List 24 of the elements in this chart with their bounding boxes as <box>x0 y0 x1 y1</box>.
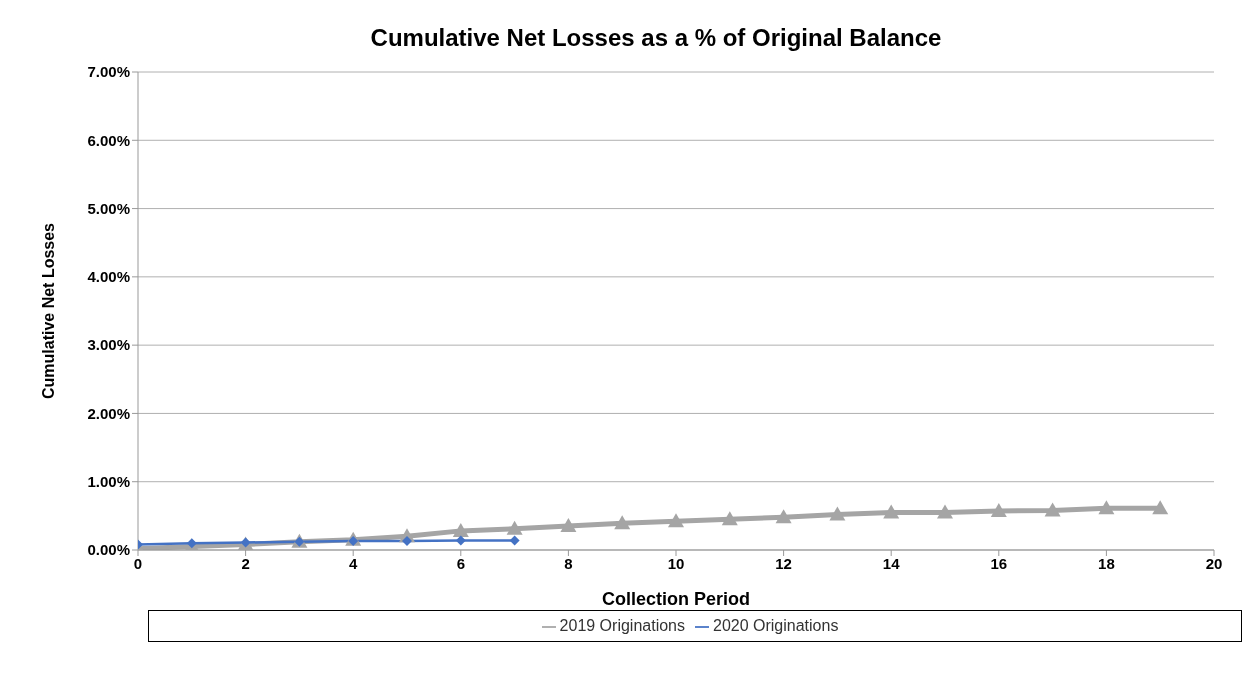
x-axis-title: Collection Period <box>601 589 751 609</box>
x-tick-label: 14 <box>882 554 901 572</box>
x-tick-label: 18 <box>1098 554 1115 572</box>
y-tick-label: 4.00% <box>87 268 130 286</box>
x-tick-label: 6 <box>456 554 465 572</box>
y-axis-title: Cumulative Net Losses <box>39 222 57 400</box>
x-tick-label: 0 <box>133 554 143 572</box>
x-tick-label: 10 <box>667 554 685 572</box>
y-tick-label: 0.00% <box>87 541 130 559</box>
legend-label: 2019 Originations <box>559 617 685 634</box>
y-tick-label: 7.00% <box>87 63 130 81</box>
x-tick-label: 12 <box>775 554 792 572</box>
y-tick-label: 3.00% <box>87 336 130 354</box>
x-tick-label: 16 <box>990 554 1008 572</box>
x-tick-label: 20 <box>1205 554 1223 572</box>
x-tick-label: 2 <box>241 554 250 572</box>
y-tick-label: 1.00% <box>87 473 130 491</box>
legend-label: 2020 Originations <box>713 617 839 634</box>
y-tick-label: 5.00% <box>87 199 130 217</box>
x-tick-label: 4 <box>349 554 359 572</box>
chart-title: Cumulative Net Losses as a % of Original Balance <box>369 23 943 52</box>
y-tick-label: 6.00% <box>87 131 130 149</box>
x-tick-label: 8 <box>564 554 573 572</box>
y-tick-label: 2.00% <box>87 404 130 422</box>
